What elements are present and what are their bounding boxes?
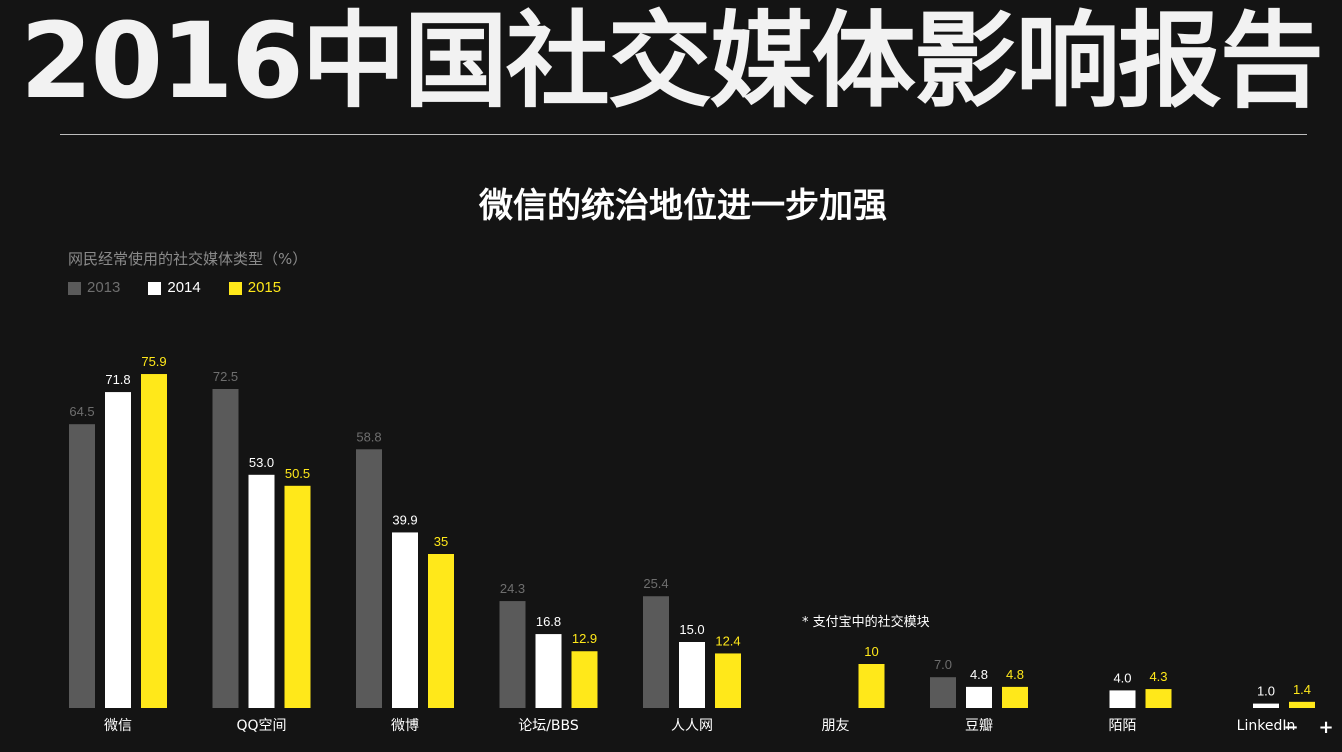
data-label-2015-1: 50.5 — [285, 466, 310, 481]
legend-label-2014: 2014 — [167, 279, 201, 296]
bar-2015-0 — [141, 374, 167, 708]
bar-2015-2 — [428, 554, 454, 708]
zoom-in-button[interactable]: + — [1318, 717, 1334, 738]
bar-2015-7 — [1145, 689, 1172, 708]
category-label-7: 陌陌 — [1109, 718, 1137, 734]
bar-2014-1 — [248, 474, 275, 708]
category-label-8: LinkedIn — [1237, 718, 1296, 734]
legend-item-2013: 2013 — [68, 278, 120, 298]
data-label-2014-1: 53.0 — [249, 455, 274, 470]
legend-label-2013: 2013 — [87, 279, 121, 296]
zoom-out-button[interactable]: − — [1283, 717, 1299, 738]
bar-2013-2 — [356, 449, 382, 708]
bar-2014-4 — [679, 642, 705, 708]
data-label-2015-3: 12.9 — [572, 631, 597, 646]
data-label-2015-2: 35 — [434, 534, 448, 549]
bar-2014-8 — [1253, 703, 1279, 708]
bar-2014-0 — [105, 392, 131, 708]
data-label-2015-5: 10 — [864, 644, 878, 659]
bar-2013-4 — [643, 596, 669, 708]
data-label-2013-4: 25.4 — [643, 576, 668, 591]
data-label-2014-7: 4.0 — [1113, 670, 1131, 685]
data-label-2015-6: 4.8 — [1006, 667, 1024, 682]
legend-swatch-2013 — [68, 281, 81, 295]
bar-2015-4 — [715, 653, 741, 708]
category-label-2: 微博 — [391, 717, 419, 734]
data-label-2015-8: 1.4 — [1293, 682, 1311, 697]
bar-2015-5 — [858, 664, 885, 708]
bar-2014-6 — [966, 686, 992, 708]
chart-footnote: * 支付宝中的社交模块 — [802, 615, 930, 630]
chart-subtitle: 微信的统治地位进一步加强 — [479, 186, 887, 226]
bar-2013-0 — [69, 424, 95, 708]
legend-label-2015: 2015 — [247, 279, 282, 296]
bar-2013-1 — [212, 389, 239, 708]
chart-legend: 2013 2014 2015 — [68, 278, 309, 298]
data-label-2014-6: 4.8 — [970, 667, 988, 682]
category-label-4: 人人网 — [671, 718, 713, 734]
data-label-2014-2: 39.9 — [392, 512, 417, 527]
legend-swatch-2014 — [148, 281, 162, 295]
bar-2015-3 — [571, 651, 598, 708]
category-label-0: 微信 — [104, 718, 132, 734]
category-label-5: 朋友 — [822, 718, 850, 734]
data-label-2015-0: 75.9 — [141, 354, 166, 369]
data-label-2015-4: 12.4 — [715, 633, 740, 648]
data-label-2015-7: 4.3 — [1149, 669, 1167, 684]
legend-item-2014: 2014 — [148, 278, 201, 298]
data-label-2013-3: 24.3 — [500, 581, 525, 596]
title-divider — [60, 134, 1307, 135]
data-label-2014-4: 15.0 — [679, 622, 704, 637]
category-label-1: QQ空间 — [236, 718, 286, 734]
bar-2014-7 — [1109, 690, 1136, 708]
data-label-2014-0: 71.8 — [105, 372, 130, 387]
bar-2014-2 — [392, 532, 418, 708]
data-label-2013-0: 64.5 — [69, 404, 94, 419]
bar-2013-6 — [930, 677, 956, 708]
data-label-2013-2: 58.8 — [356, 429, 381, 444]
legend-swatch-2015 — [228, 281, 242, 295]
category-label-3: 论坛/BBS — [518, 718, 579, 734]
category-label-6: 豆瓣 — [965, 718, 993, 734]
bar-2014-3 — [535, 634, 562, 708]
data-label-2014-3: 16.8 — [536, 614, 561, 629]
bar-2015-8 — [1289, 701, 1315, 708]
data-label-2013-6: 7.0 — [934, 657, 952, 672]
data-label-2013-1: 72.5 — [213, 369, 238, 384]
data-label-2014-8: 1.0 — [1257, 684, 1275, 699]
bar-2015-6 — [1002, 686, 1028, 708]
page-title: 2016中国社交媒体影响报告 — [20, 0, 1323, 122]
bar-2015-1 — [284, 485, 311, 708]
bar-2013-3 — [499, 601, 526, 708]
y-axis-label: 网民经常使用的社交媒体类型（%） — [68, 250, 308, 268]
legend-item-2015: 2015 — [228, 278, 282, 298]
